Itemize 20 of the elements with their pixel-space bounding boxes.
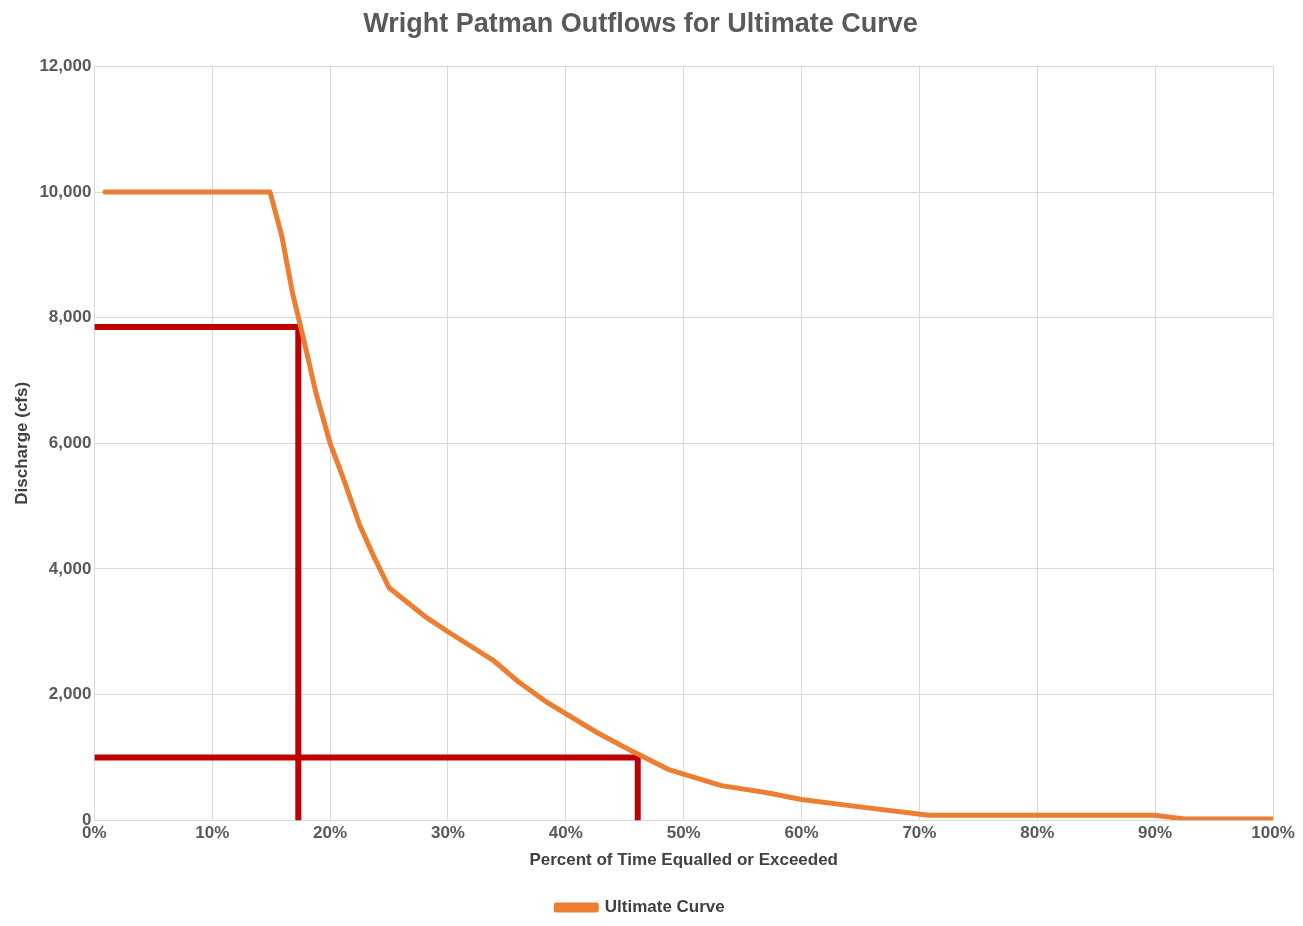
- x-tick-label: 20%: [313, 823, 348, 843]
- y-tick-label: 10,000: [39, 181, 92, 201]
- y-tick-label: 2,000: [48, 684, 92, 704]
- x-tick-label: 40%: [548, 823, 583, 843]
- x-tick-label: 80%: [1020, 823, 1055, 843]
- x-tick-label: 60%: [784, 823, 819, 843]
- x-tick-label: 50%: [666, 823, 701, 843]
- x-tick-label: 90%: [1138, 823, 1173, 843]
- y-tick-label: 8,000: [48, 307, 92, 327]
- x-axis-title: Percent of Time Equalled or Exceeded: [529, 850, 839, 870]
- chart-title: Wright Patman Outflows for Ultimate Curve: [363, 7, 918, 38]
- legend-label: Ultimate Curve: [604, 897, 725, 917]
- y-axis-title: Discharge (cfs): [11, 381, 31, 505]
- x-tick-label: 70%: [902, 823, 937, 843]
- x-tick-label: 10%: [195, 823, 230, 843]
- x-tick-label: 100%: [1251, 823, 1295, 843]
- y-tick-label: 12,000: [39, 56, 92, 76]
- x-tick-label: 30%: [430, 823, 465, 843]
- y-tick-label: 4,000: [48, 558, 92, 578]
- y-tick-label: 6,000: [48, 432, 92, 452]
